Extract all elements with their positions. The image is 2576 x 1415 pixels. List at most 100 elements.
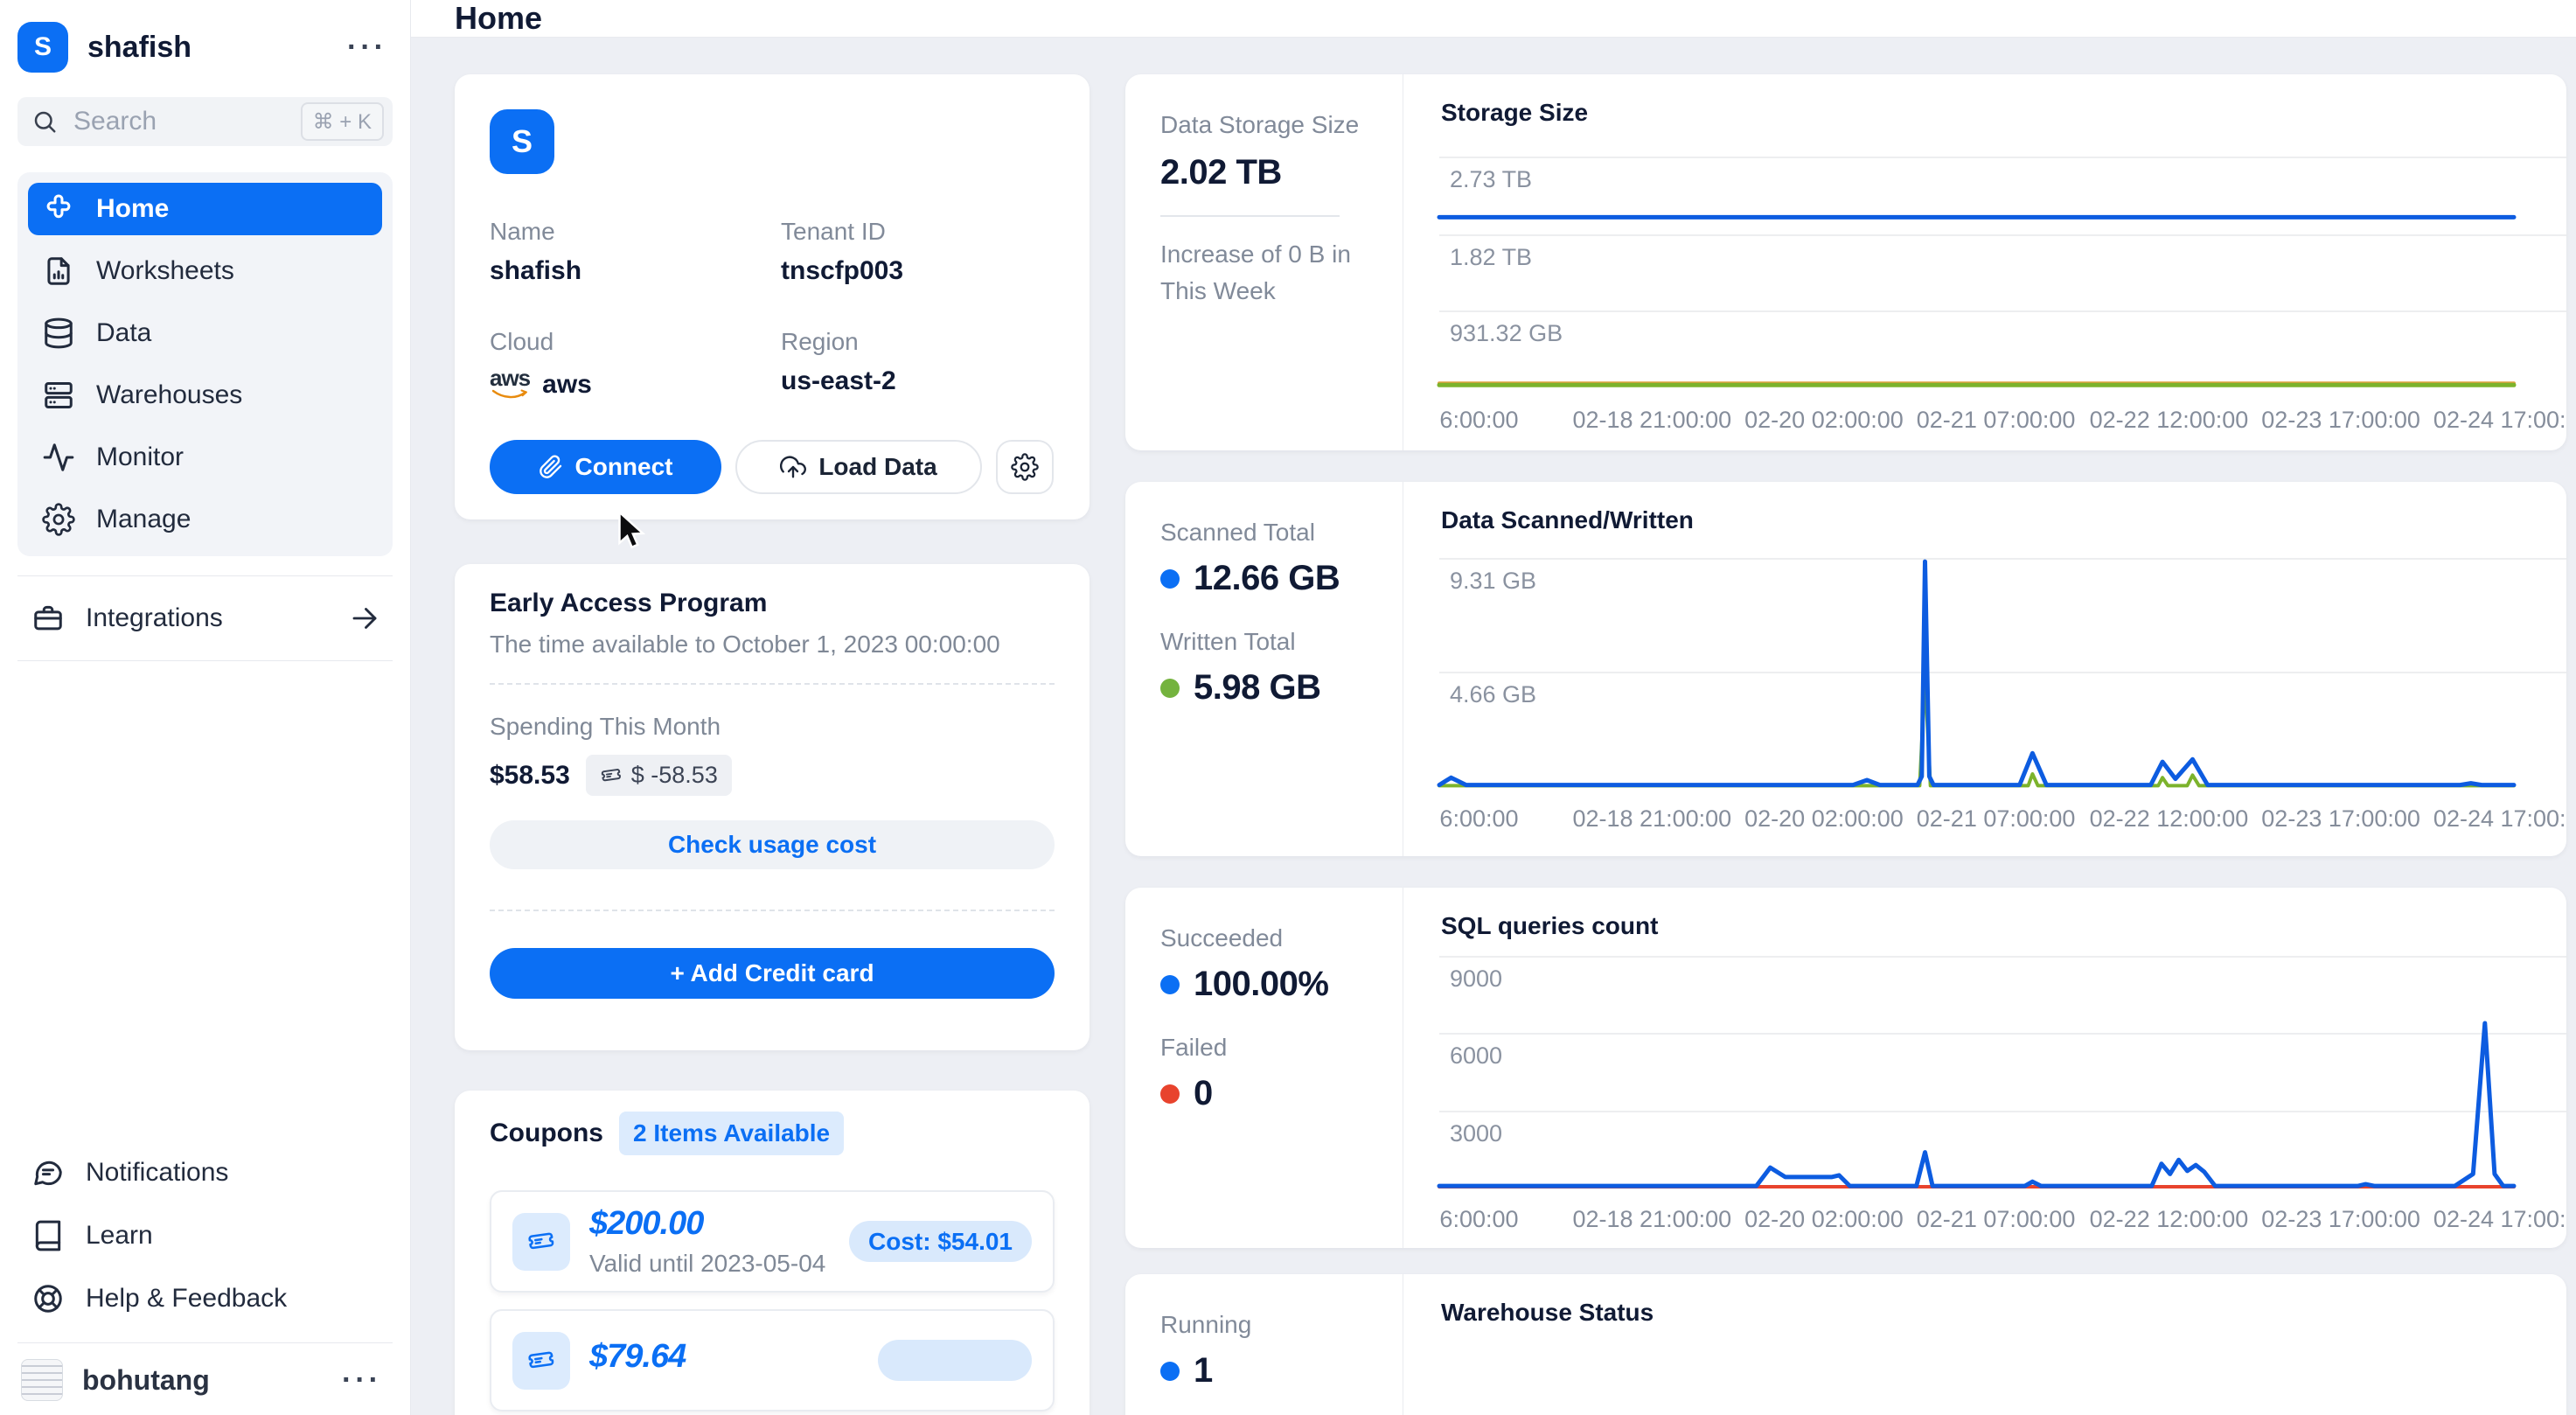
search-placeholder: Search <box>73 107 157 136</box>
org-menu-icon[interactable]: ··· <box>342 31 393 65</box>
field-label: Name <box>490 218 781 246</box>
stat-value: 5.98 GB <box>1194 668 1320 708</box>
app-window: S shafish ··· Search ⌘ + K Home Workshee… <box>0 0 2576 1415</box>
stat-value: 0 <box>1194 1074 1213 1113</box>
scanned-stat-panel: Scanned Total 12.66 GB Written Total 5.9… <box>1125 482 1403 856</box>
coupon-amount: $79.64 <box>589 1338 686 1376</box>
org-row: S shafish ··· <box>17 22 393 73</box>
sidebar-item-label: Warehouses <box>96 380 242 410</box>
scanned-chart-panel: Data Scanned/Written 9.31 GB4.66 GB6:00:… <box>1403 482 2566 856</box>
sidebar-item-notifications[interactable]: Notifications <box>17 1145 393 1201</box>
ticket-icon <box>525 1224 558 1258</box>
user-menu-icon[interactable]: ··· <box>337 1363 387 1398</box>
blue-dot <box>1160 569 1180 589</box>
data-scanned-written-chart: 9.31 GB4.66 GB6:00:0002-18 21:00:0002-20… <box>1403 545 2566 835</box>
coupon-valid-until: Valid until 2023-05-04 <box>589 1250 825 1278</box>
warehouse-chart-panel: Warehouse Status <box>1403 1274 2566 1415</box>
org-name: shafish <box>87 31 191 65</box>
book-icon <box>31 1219 65 1252</box>
sidebar-footer: Notifications Learn Help & Feedback bohu… <box>17 1145 393 1408</box>
org-logo[interactable]: S <box>17 22 68 73</box>
storage-chart-panel: Storage Size 2.73 TB1.82 TB931.32 GB6:00… <box>1403 74 2566 450</box>
sidebar-item-manage[interactable]: Manage <box>28 493 382 546</box>
credit-badge: $ -58.53 <box>586 755 732 796</box>
sidebar-item-monitor[interactable]: Monitor <box>28 431 382 484</box>
notifications-icon <box>31 1156 65 1189</box>
stat-dot-row: 0 <box>1160 1074 1376 1113</box>
coupons-title: Coupons <box>490 1119 603 1148</box>
search-icon <box>31 108 58 135</box>
tenant-name-field: Name shafish <box>490 218 781 286</box>
sidebar-item-data[interactable]: Data <box>28 307 382 359</box>
stat-dot-row: 5.98 GB <box>1160 668 1376 708</box>
blue-dot <box>1160 1362 1180 1381</box>
page-title: Home <box>455 0 542 37</box>
arrow-right-icon <box>349 603 380 634</box>
load-data-button[interactable]: Load Data <box>735 440 982 494</box>
early-access-card: Early Access Program The time available … <box>455 564 1090 1050</box>
sql-queries-count-chart: 9000600030006:00:0002-18 21:00:0002-20 0… <box>1403 951 2566 1241</box>
stat-label: Failed <box>1160 1034 1376 1062</box>
stat-label: Succeeded <box>1160 924 1376 952</box>
coupon-amount: $200.00 <box>589 1205 825 1243</box>
field-value: us-east-2 <box>781 366 1055 396</box>
stat-label: Scanned Total <box>1160 519 1376 547</box>
stat-dot-row: 1 <box>1160 1351 1376 1391</box>
gear-icon <box>1011 453 1039 481</box>
tenant-region-field: Region us-east-2 <box>781 328 1055 400</box>
sidebar-item-integrations[interactable]: Integrations <box>17 576 393 660</box>
sidebar: S shafish ··· Search ⌘ + K Home Workshee… <box>0 0 411 1415</box>
field-value: tnscfp003 <box>781 256 1055 286</box>
coupon-cost-badge: Cost: $54.01 <box>849 1221 1032 1262</box>
avatar[interactable] <box>21 1359 63 1401</box>
stat-label: Data Storage Size <box>1160 111 1376 139</box>
stat-label: Running <box>1160 1311 1376 1339</box>
check-usage-button[interactable]: Check usage cost <box>490 820 1055 869</box>
divider <box>17 1342 393 1343</box>
tenant-settings-button[interactable] <box>996 440 1054 494</box>
sidebar-item-label: Notifications <box>86 1158 228 1188</box>
coupon-info: $79.64 <box>589 1338 686 1383</box>
sidebar-item-help-feedback[interactable]: Help & Feedback <box>17 1271 393 1327</box>
stat-label: Written Total <box>1160 628 1376 656</box>
stat-dot-row: 100.00% <box>1160 965 1376 1004</box>
add-credit-card-button[interactable]: + Add Credit card <box>490 948 1055 999</box>
sql-queries-card: Succeeded 100.00% Failed 0 SQL queries c… <box>1125 888 2566 1248</box>
search-input[interactable]: Search ⌘ + K <box>17 97 393 146</box>
sidebar-item-label: Learn <box>86 1221 153 1251</box>
tenant-avatar: S <box>490 109 554 174</box>
right-column: Data Storage Size 2.02 TB Increase of 0 … <box>1125 74 2566 1415</box>
sidebar-item-worksheets[interactable]: Worksheets <box>28 245 382 297</box>
paperclip-icon <box>539 455 563 479</box>
green-dot <box>1160 679 1180 698</box>
connect-button[interactable]: Connect <box>490 440 721 494</box>
sidebar-item-label: Worksheets <box>96 256 234 286</box>
sidebar-item-learn[interactable]: Learn <box>17 1208 393 1264</box>
toolbox-icon <box>31 602 65 635</box>
chart-title: Warehouse Status <box>1403 1274 2566 1327</box>
field-value: shafish <box>490 256 781 286</box>
tenant-id-field: Tenant ID tnscfp003 <box>781 218 1055 286</box>
coupon-item: $200.00 Valid until 2023-05-04 Cost: $54… <box>490 1190 1055 1293</box>
database-icon <box>42 317 75 350</box>
spending-row: $58.53 $ -58.53 <box>490 755 1055 796</box>
content: S Name shafish Tenant ID tnscfp003 Cloud <box>411 38 2576 1415</box>
queries-chart-panel: SQL queries count 9000600030006:00:0002-… <box>1403 888 2566 1248</box>
ticket-icon <box>525 1343 558 1377</box>
stat-dot-row: 12.66 GB <box>1160 559 1376 598</box>
user-name: bohutang <box>82 1364 210 1397</box>
chart-title: Data Scanned/Written <box>1403 482 2566 534</box>
sidebar-item-label: Data <box>96 318 151 348</box>
user-row: bohutang ··· <box>17 1352 393 1408</box>
sidebar-item-home[interactable]: Home <box>28 183 382 235</box>
tenant-actions: Connect Load Data <box>490 440 1055 494</box>
data-scanned-card: Scanned Total 12.66 GB Written Total 5.9… <box>1125 482 2566 856</box>
tenant-card: S Name shafish Tenant ID tnscfp003 Cloud <box>455 74 1090 519</box>
sidebar-nav: Home Worksheets Data Warehouses Monitor … <box>17 172 393 556</box>
stat-note: Increase of 0 B in This Week <box>1160 236 1376 310</box>
early-access-subtitle: The time available to October 1, 2023 00… <box>490 631 1055 659</box>
sidebar-item-label: Help & Feedback <box>86 1284 287 1314</box>
stat-value: 2.02 TB <box>1160 153 1376 192</box>
sidebar-item-label: Integrations <box>86 603 223 633</box>
sidebar-item-warehouses[interactable]: Warehouses <box>28 369 382 422</box>
